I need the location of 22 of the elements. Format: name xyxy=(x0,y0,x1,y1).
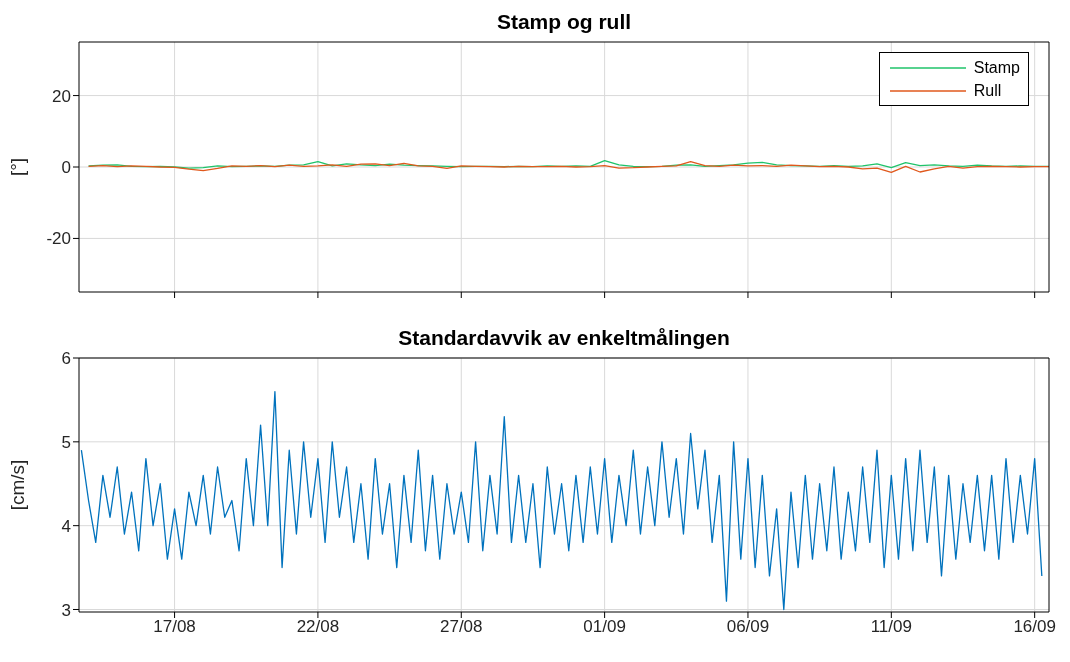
x-tick-label: 22/08 xyxy=(296,617,340,637)
y-tick-label: 6 xyxy=(61,349,71,369)
y-tick-label: 3 xyxy=(61,600,71,620)
line-series xyxy=(87,160,1049,174)
x-tick-label: 01/09 xyxy=(583,617,626,637)
y-axis-title: [cm/s] xyxy=(6,459,28,511)
chart-title: Stamp og rull xyxy=(495,9,633,35)
y-axis-title: [°] xyxy=(6,157,28,177)
x-tick-label: 17/08 xyxy=(153,617,196,637)
x-tick-label: 27/08 xyxy=(439,617,483,637)
y-tick-label: 0 xyxy=(61,158,71,178)
chart-title: Standardavvik av enkeltmålingen xyxy=(397,325,731,351)
legend-label: Stamp xyxy=(973,58,1020,78)
y-tick-label: 20 xyxy=(52,86,71,106)
x-tick-label: 06/09 xyxy=(726,617,770,637)
y-tick-label: -20 xyxy=(46,229,71,249)
y-tick-label: 4 xyxy=(61,516,71,536)
x-tick-label: 11/09 xyxy=(870,617,912,637)
line-series xyxy=(80,390,1043,611)
x-tick-label: 16/09 xyxy=(1013,617,1056,637)
legend-label: Rull xyxy=(973,81,1002,101)
y-tick-label: 5 xyxy=(61,432,71,452)
